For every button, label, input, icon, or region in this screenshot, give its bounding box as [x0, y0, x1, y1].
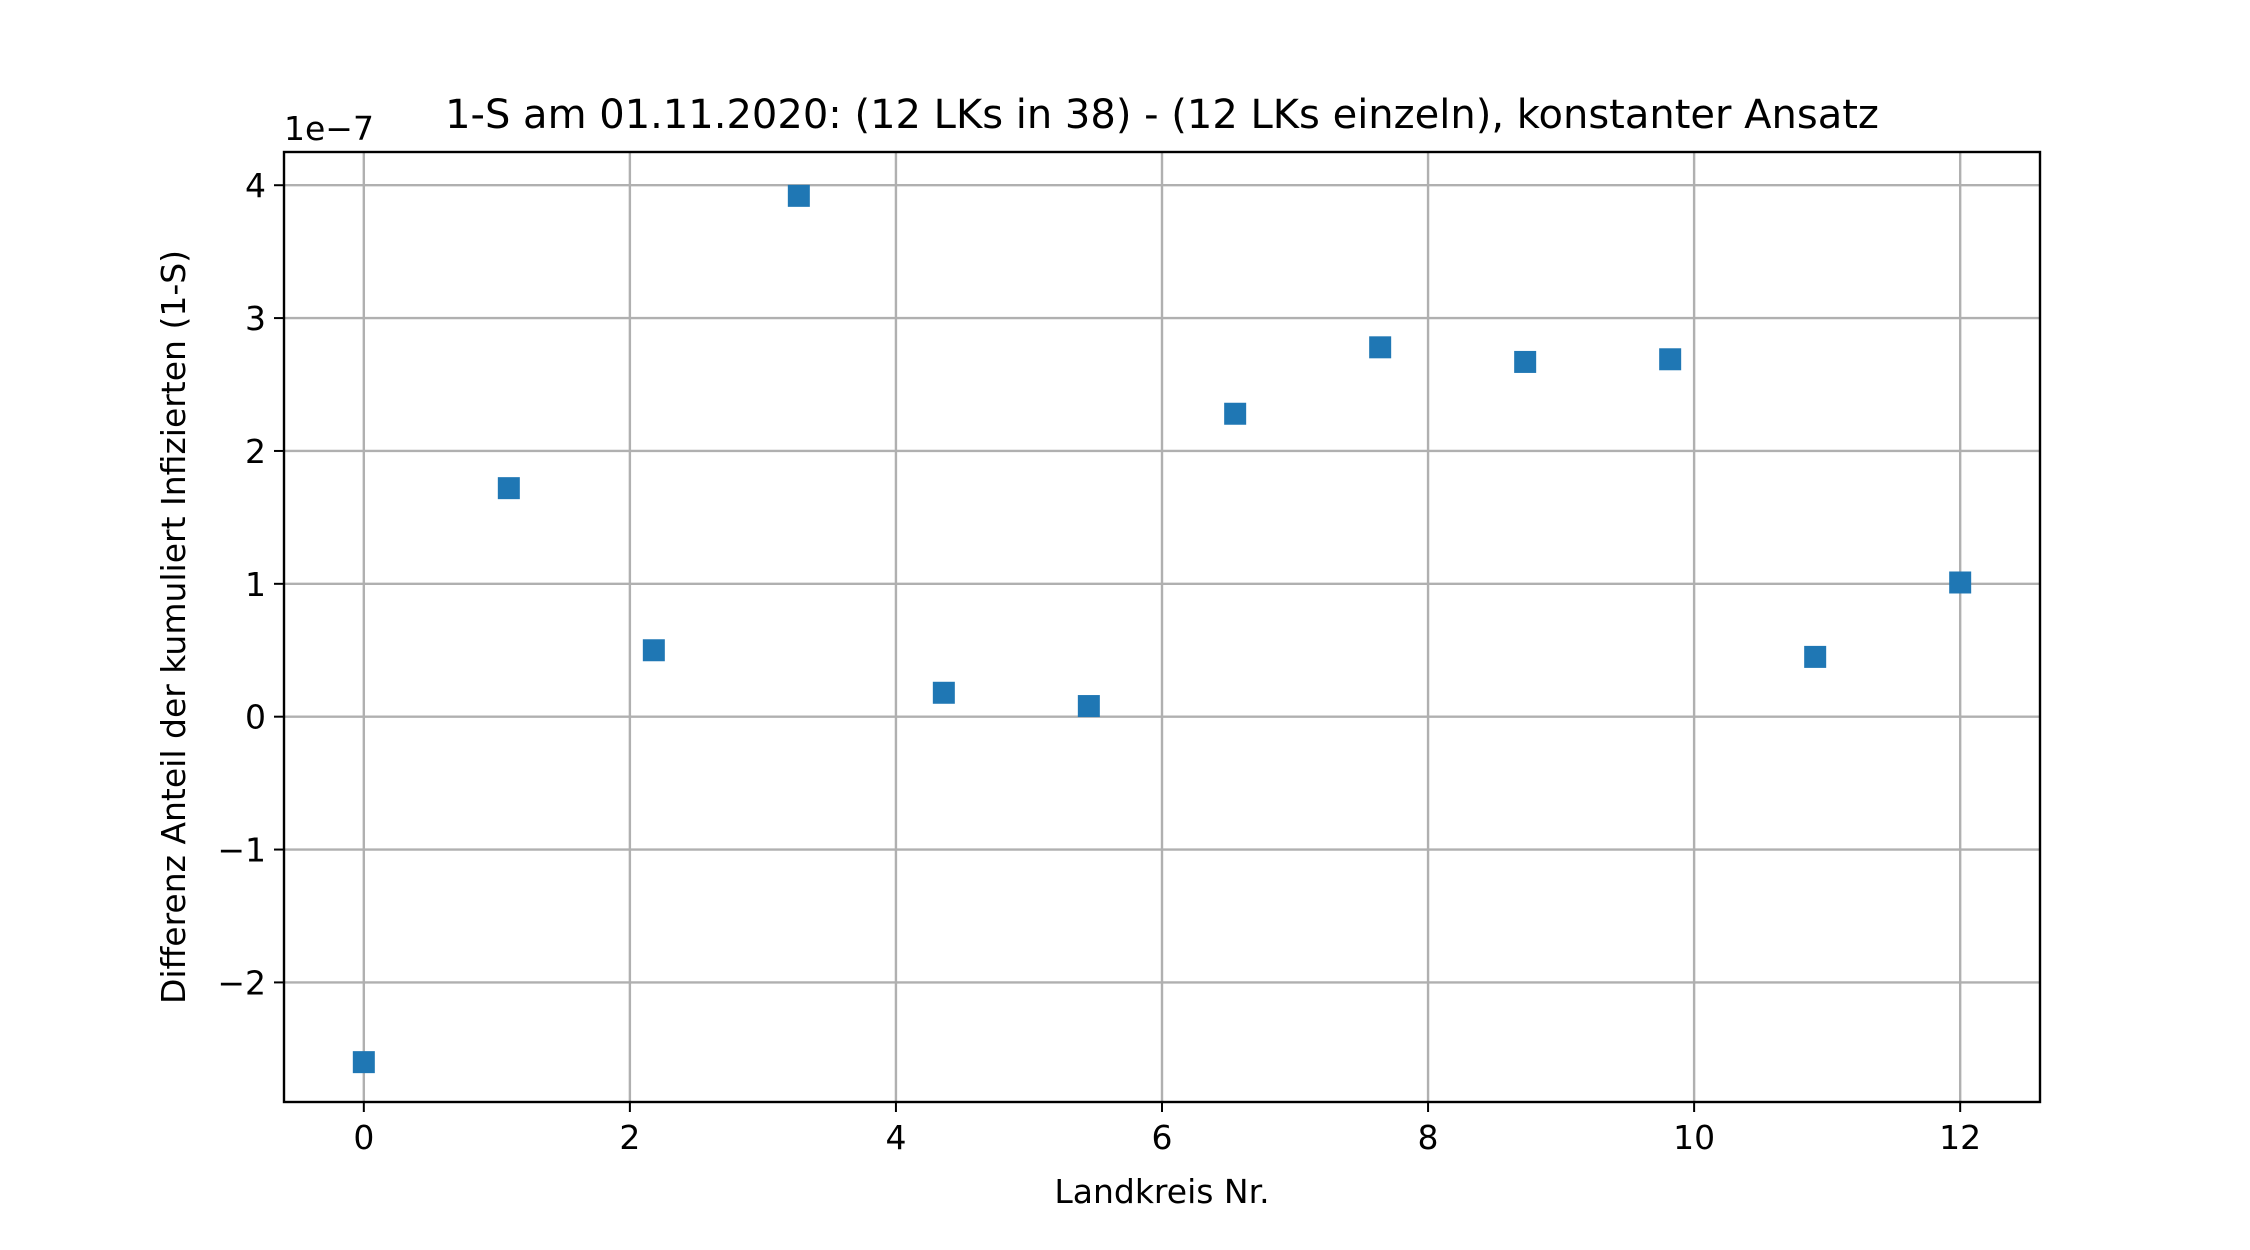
- data-point: [1949, 571, 1972, 594]
- data-point: [642, 639, 665, 662]
- x-tick-label: 8: [1418, 1118, 1439, 1157]
- x-tick-label: 10: [1673, 1118, 1715, 1157]
- data-point: [1369, 336, 1392, 359]
- y-tick-label: 4: [245, 166, 266, 205]
- data-point: [497, 477, 520, 500]
- y-tick-label: 0: [245, 698, 266, 737]
- x-tick-label: 0: [353, 1118, 374, 1157]
- y-tick-label: 1: [245, 565, 266, 604]
- data-point: [1224, 402, 1247, 425]
- data-point: [787, 184, 810, 207]
- data-point: [1514, 350, 1537, 373]
- y-axis-label: Differenz Anteil der kumuliert Infiziert…: [154, 250, 193, 1004]
- x-tick-label: 12: [1939, 1118, 1981, 1157]
- x-tick-label: 2: [619, 1118, 640, 1157]
- y-tick-label: 3: [245, 299, 266, 338]
- chart-title: 1-S am 01.11.2020: (12 LKs in 38) - (12 …: [445, 92, 1879, 138]
- data-point: [1077, 695, 1100, 718]
- y-tick-label: −2: [217, 963, 266, 1002]
- grid: [284, 152, 2040, 1102]
- data-point: [1659, 348, 1682, 371]
- data-points: [352, 184, 1972, 1074]
- x-tick-label: 4: [885, 1118, 906, 1157]
- y-offset-label: 1e−7: [284, 109, 374, 148]
- x-tick-label: 6: [1152, 1118, 1173, 1157]
- y-tick-label: −1: [217, 831, 266, 870]
- data-point: [932, 681, 955, 704]
- x-axis-label: Landkreis Nr.: [1054, 1172, 1269, 1211]
- y-tick-label: 2: [245, 432, 266, 471]
- data-point: [1804, 645, 1827, 668]
- data-point: [352, 1051, 375, 1074]
